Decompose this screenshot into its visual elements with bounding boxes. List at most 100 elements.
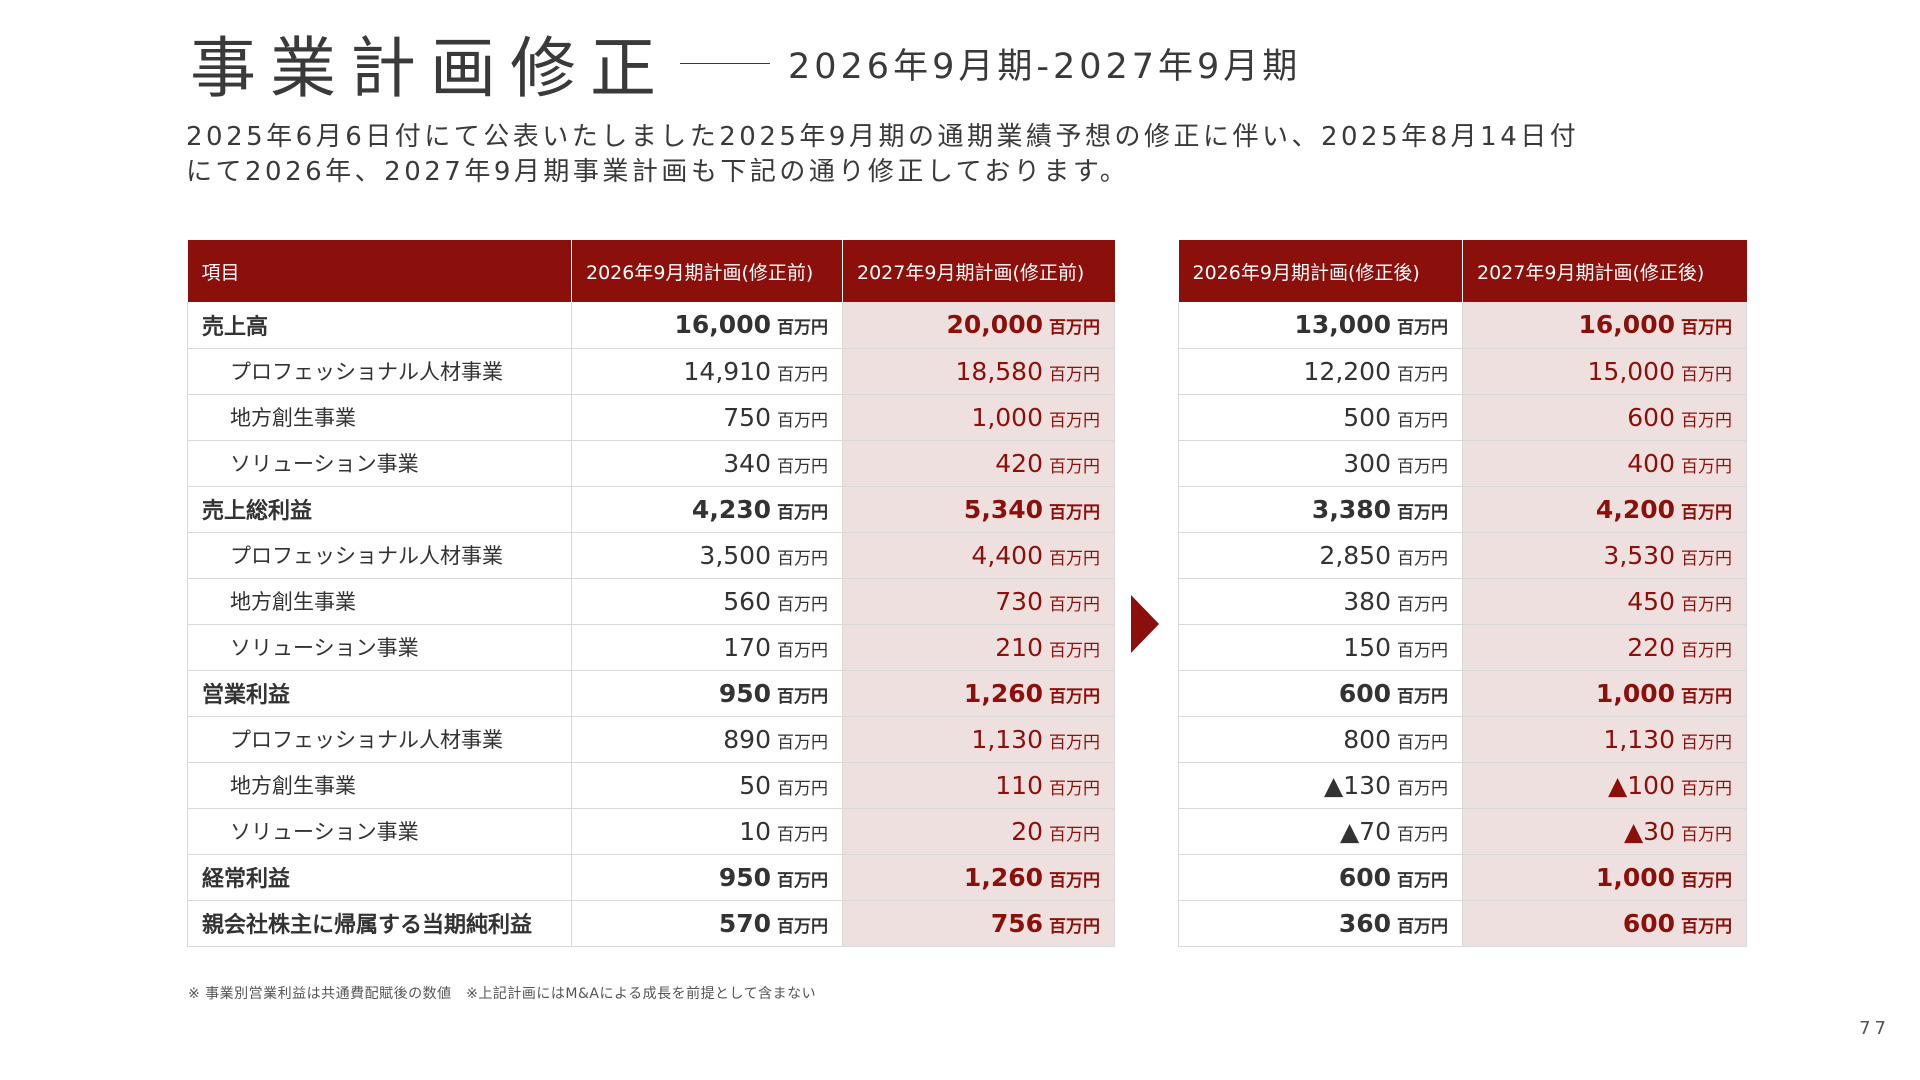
cell-2027-after: 450 百万円 (1462, 578, 1747, 625)
cell-unit: 百万円 (1049, 594, 1100, 615)
cell-unit: 百万円 (1049, 456, 1100, 477)
cell-value: 600 (1338, 862, 1391, 892)
table-row: 12,200 百万円 15,000 百万円 (1178, 348, 1747, 395)
cell-2026-after: 500 百万円 (1178, 394, 1463, 441)
table-row: 380 百万円 450 百万円 (1178, 578, 1747, 625)
cell-unit: 百万円 (777, 364, 828, 385)
table-row: ソリューション事業 10 百万円 20 百万円 (187, 808, 1115, 855)
intro-line-1: 2025年6月6日付にて公表いたしました2025年9月期の通期業績予想の修正に伴… (186, 122, 1580, 152)
cell-2026-after: 300 百万円 (1178, 440, 1463, 487)
table-row: 600 百万円 1,000 百万円 (1178, 854, 1747, 901)
cell-2027-before: 1,260 百万円 (842, 854, 1115, 901)
cell-2026-before: 340 百万円 (571, 440, 843, 487)
header-2026-after: 2026年9月期計画(修正後) (1178, 240, 1463, 302)
footnote: ※ 事業別営業利益は共通費配賦後の数値 ※上記計画にはM&Aによる成長を前提とし… (188, 986, 817, 1002)
cell-unit: 百万円 (1681, 640, 1732, 661)
cell-value: 50 (739, 770, 771, 800)
table-row: ソリューション事業 340 百万円 420 百万円 (187, 440, 1115, 487)
table-row: 売上総利益 4,230 百万円 5,340 百万円 (187, 486, 1115, 533)
cell-value: 1,260 (963, 678, 1043, 708)
cell-value: 3,500 (699, 540, 771, 570)
cell-unit: 百万円 (1397, 364, 1448, 385)
cell-unit: 百万円 (777, 410, 828, 431)
cell-unit: 百万円 (1049, 410, 1100, 431)
cell-unit: 百万円 (777, 594, 828, 615)
cell-2026-before: 560 百万円 (571, 578, 843, 625)
cell-unit: 百万円 (777, 870, 828, 891)
cell-value: 1,130 (971, 724, 1043, 754)
cell-2026-after: ▲70 百万円 (1178, 808, 1463, 855)
title-main: 事業計画修正 (190, 30, 670, 107)
page-title: 事業計画修正 2026年9月期-2027年9月期 (190, 18, 1301, 108)
cell-unit: 百万円 (1049, 732, 1100, 753)
cell-unit: 百万円 (1681, 364, 1732, 385)
row-label: ソリューション事業 (187, 808, 572, 855)
cell-value: 380 (1343, 586, 1391, 616)
header-2027-before: 2027年9月期計画(修正前) (842, 240, 1115, 302)
cell-2026-after: 150 百万円 (1178, 624, 1463, 671)
cell-value: 14,910 (683, 356, 771, 386)
cell-unit: 百万円 (1681, 456, 1732, 477)
header-item: 項目 (187, 240, 572, 302)
cell-value: 600 (1622, 908, 1675, 938)
cell-unit: 百万円 (1681, 548, 1732, 569)
cell-unit: 百万円 (1397, 732, 1448, 753)
title-period: 2026年9月期-2027年9月期 (788, 46, 1302, 87)
cell-value: ▲30 (1623, 816, 1675, 846)
table-row: 地方創生事業 50 百万円 110 百万円 (187, 762, 1115, 809)
cell-unit: 百万円 (1397, 916, 1448, 937)
table-row: 360 百万円 600 百万円 (1178, 900, 1747, 947)
cell-2027-before: 756 百万円 (842, 900, 1115, 947)
cell-value: 730 (995, 586, 1043, 616)
cell-value: ▲130 (1324, 770, 1391, 800)
cell-value: 1,000 (1595, 862, 1675, 892)
cell-value: 1,000 (971, 402, 1043, 432)
title-divider (680, 62, 770, 64)
row-label: ソリューション事業 (187, 440, 572, 487)
cell-unit: 百万円 (1681, 686, 1732, 707)
cell-value: 150 (1343, 632, 1391, 662)
cell-2026-after: 12,200 百万円 (1178, 348, 1463, 395)
cell-2027-before: 4,400 百万円 (842, 532, 1115, 579)
cell-unit: 百万円 (1049, 364, 1100, 385)
cell-unit: 百万円 (777, 732, 828, 753)
cell-unit: 百万円 (1397, 456, 1448, 477)
header-2026-before: 2026年9月期計画(修正前) (571, 240, 843, 302)
cell-unit: 百万円 (1397, 640, 1448, 661)
cell-unit: 百万円 (1681, 318, 1732, 339)
cell-2026-before: 950 百万円 (571, 670, 843, 717)
table-row: プロフェッショナル人材事業 14,910 百万円 18,580 百万円 (187, 348, 1115, 395)
cell-unit: 百万円 (1397, 824, 1448, 845)
cell-value: 4,400 (971, 540, 1043, 570)
table-row: 600 百万円 1,000 百万円 (1178, 670, 1747, 717)
page-number: 77 (1859, 1018, 1890, 1039)
header-2027-after: 2027年9月期計画(修正後) (1462, 240, 1747, 302)
cell-value: 340 (723, 448, 771, 478)
cell-2026-after: 2,850 百万円 (1178, 532, 1463, 579)
cell-value: 4,230 (691, 494, 771, 524)
table-row: 500 百万円 600 百万円 (1178, 394, 1747, 441)
table-row: 13,000 百万円 16,000 百万円 (1178, 302, 1747, 349)
cell-value: 950 (718, 862, 771, 892)
cell-unit: 百万円 (1049, 686, 1100, 707)
cell-value: 3,380 (1311, 494, 1391, 524)
table-row: 地方創生事業 750 百万円 1,000 百万円 (187, 394, 1115, 441)
cell-value: 570 (718, 908, 771, 938)
cell-unit: 百万円 (1681, 870, 1732, 891)
cell-2027-before: 1,000 百万円 (842, 394, 1115, 441)
cell-value: 750 (723, 402, 771, 432)
cell-unit: 百万円 (1681, 502, 1732, 523)
cell-2026-before: 890 百万円 (571, 716, 843, 763)
cell-value: 360 (1338, 908, 1391, 938)
cell-2027-before: 110 百万円 (842, 762, 1115, 809)
plan-before-table: 項目 2026年9月期計画(修正前) 2027年9月期計画(修正前) 売上高 16… (187, 240, 1115, 947)
cell-unit: 百万円 (1397, 686, 1448, 707)
cell-2026-before: 14,910 百万円 (571, 348, 843, 395)
cell-value: 12,200 (1303, 356, 1391, 386)
cell-value: 950 (718, 678, 771, 708)
cell-value: 220 (1627, 632, 1675, 662)
row-label: 地方創生事業 (187, 578, 572, 625)
cell-unit: 百万円 (1681, 410, 1732, 431)
cell-unit: 百万円 (777, 318, 828, 339)
cell-2026-before: 3,500 百万円 (571, 532, 843, 579)
